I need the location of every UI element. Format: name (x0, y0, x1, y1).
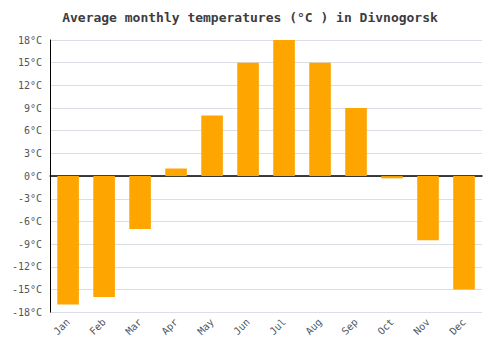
svg-text:Average monthly temperatures (: Average monthly temperatures (°C ) in Di… (62, 10, 438, 25)
svg-text:0°C: 0°C (24, 171, 42, 182)
svg-text:Nov: Nov (411, 316, 432, 337)
svg-text:9°C: 9°C (24, 103, 42, 114)
svg-text:-3°C: -3°C (18, 193, 42, 204)
svg-text:6°C: 6°C (24, 125, 42, 136)
svg-text:Jul: Jul (267, 316, 288, 337)
svg-text:Jun: Jun (231, 316, 252, 337)
svg-text:3°C: 3°C (24, 148, 42, 159)
svg-text:Apr: Apr (159, 316, 180, 337)
svg-text:-18°C: -18°C (12, 307, 42, 318)
svg-text:-6°C: -6°C (18, 216, 42, 227)
svg-text:Mar: Mar (123, 316, 144, 337)
svg-text:Oct: Oct (375, 316, 396, 337)
svg-text:-12°C: -12°C (12, 261, 42, 272)
svg-text:Sep: Sep (339, 316, 360, 337)
svg-text:Jan: Jan (51, 316, 72, 337)
svg-text:12°C: 12°C (18, 80, 42, 91)
svg-text:18°C: 18°C (18, 35, 42, 46)
svg-text:15°C: 15°C (18, 57, 42, 68)
svg-text:-9°C: -9°C (18, 239, 42, 250)
svg-text:-15°C: -15°C (12, 284, 42, 295)
svg-text:Dec: Dec (447, 316, 468, 337)
svg-text:Aug: Aug (303, 316, 324, 337)
svg-text:May: May (195, 316, 216, 337)
svg-text:Feb: Feb (87, 316, 108, 337)
